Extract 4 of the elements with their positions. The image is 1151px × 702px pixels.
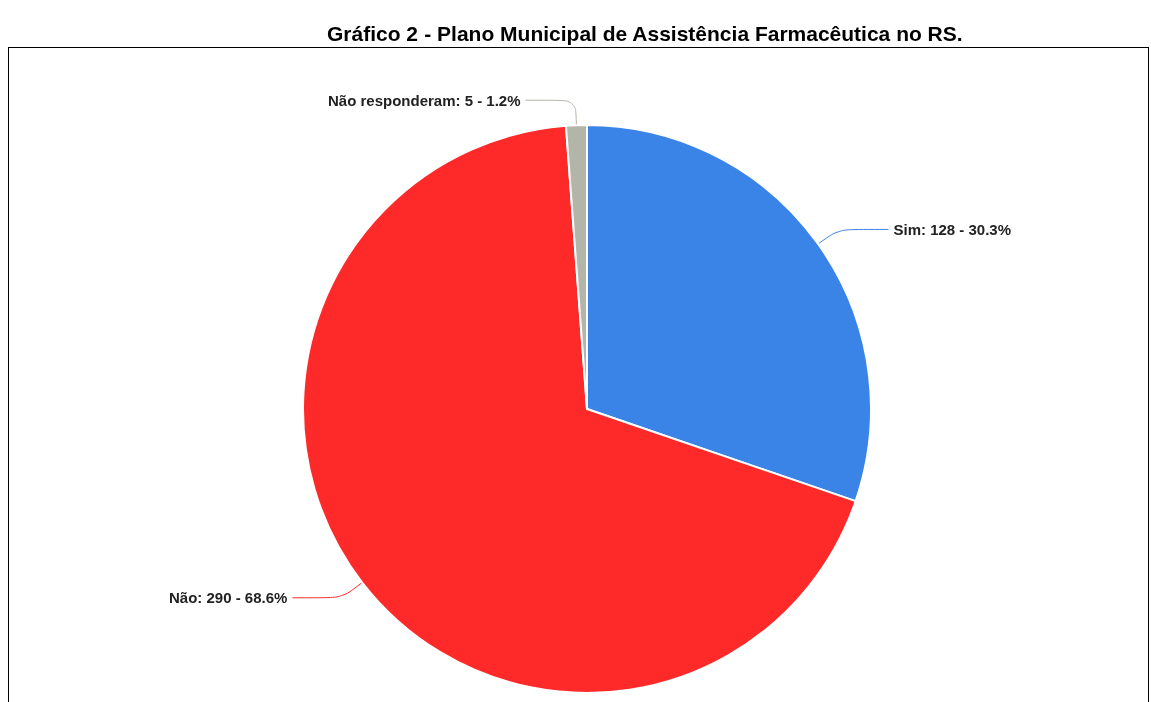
slice-label: Não: 290 - 68.6%: [168, 589, 288, 607]
slice-label: Sim: 128 - 30.3%: [893, 220, 1012, 238]
slice-label: Não responderam: 5 - 1.2%: [327, 91, 521, 109]
chart-title: Gráfico 2 - Plano Municipal de Assistência Farmacêutica no RS.: [326, 22, 963, 45]
